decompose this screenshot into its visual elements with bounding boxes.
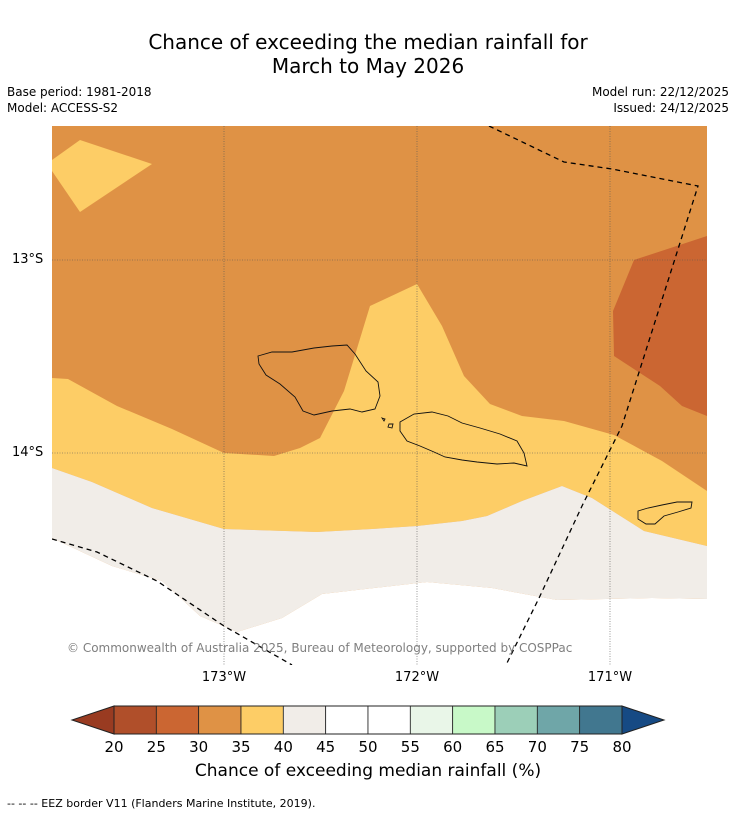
lon-label-171w: 171°W (587, 670, 633, 685)
colorbar-segment (155, 705, 200, 735)
colorbar-segment (579, 705, 623, 735)
colorbar-segment (452, 705, 496, 735)
savaii-island (257, 344, 381, 416)
upolu-island (399, 411, 528, 467)
small-islet-2 (387, 423, 394, 429)
title-line-2: March to May 2026 (271, 54, 465, 78)
lat-label-14s: 14°S (12, 445, 44, 460)
colorbar-segment (240, 705, 284, 735)
colorbar-tick-label: 40 (273, 738, 293, 756)
model-run: Model run: 22/12/2025 (591, 85, 729, 99)
small-islet-1 (380, 417, 386, 422)
tutuila-island (637, 501, 693, 525)
run-info: Model run: 22/12/2025 Issued: 24/12/2025 (592, 84, 729, 116)
eez-footnote: -- -- -- EEZ border V11 (Flanders Marine… (7, 797, 316, 810)
colorbar-tick-label: 55 (400, 738, 420, 756)
region-40-45 (52, 468, 707, 632)
colorbar-title: Chance of exceeding median rainfall (%) (194, 761, 542, 781)
colorbar-tick-label: 65 (485, 738, 505, 756)
colorbar-tick-label: 80 (612, 738, 632, 756)
colorbar-tick-label: 70 (527, 738, 547, 756)
eez-borders (52, 126, 699, 665)
colorbar-segment (536, 705, 581, 735)
graticule (52, 126, 707, 665)
colorbar-tick-label: 75 (570, 738, 590, 756)
colorbar-tick-label: 45 (316, 738, 336, 756)
colorbar-outline (113, 705, 623, 735)
region-45-55 (52, 538, 707, 665)
colorbar-segment (325, 705, 369, 735)
model-name: Model: ACCESS-S2 (7, 101, 119, 115)
colorbar (70, 705, 666, 735)
colorbar-segment (198, 705, 242, 735)
colorbar-tick-label: 60 (443, 738, 463, 756)
colorbar-segment (367, 705, 411, 735)
colorbar-tick-label: 20 (104, 738, 124, 756)
colorbar-arrow-high (621, 705, 666, 735)
eez-south-west (52, 538, 293, 665)
lat-label-13s: 13°S (12, 252, 44, 267)
colorbar-tick-label: 30 (189, 738, 209, 756)
map-title: Chance of exceeding the median rainfall … (0, 30, 736, 78)
colorbar-segment (113, 705, 157, 735)
lon-label-173w: 173°W (201, 670, 247, 685)
region-35-40-north (52, 140, 152, 212)
region-35-40-band (52, 284, 707, 546)
colorbar-segment (494, 705, 538, 735)
colorbar-tick-label: 25 (146, 738, 166, 756)
colorbar-segment (409, 705, 454, 735)
eez-north-east (488, 126, 699, 665)
colorbar-tick-label: 50 (358, 738, 378, 756)
region-25-30-east (613, 236, 707, 416)
colorbar-segment (282, 705, 327, 735)
islands (257, 344, 693, 525)
title-line-1: Chance of exceeding the median rainfall … (148, 30, 588, 54)
copyright-notice: © Commonwealth of Australia 2025, Bureau… (67, 641, 573, 655)
forecast-map (52, 126, 707, 665)
lon-label-172w: 172°W (394, 670, 440, 685)
colorbar-arrow-low (70, 705, 115, 735)
base-period: Base period: 1981-2018 (7, 85, 152, 99)
model-info: Base period: 1981-2018 Model: ACCESS-S2 (7, 84, 152, 116)
colorbar-tick-label: 35 (231, 738, 251, 756)
issued-date: Issued: 24/12/2025 (613, 101, 729, 115)
